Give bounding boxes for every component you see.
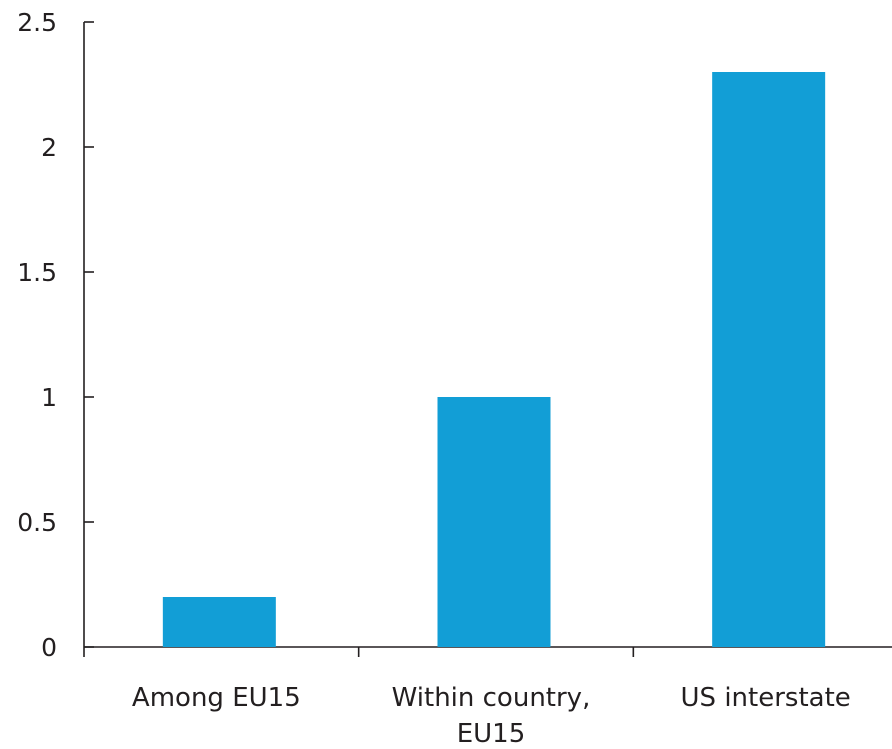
x-axis (84, 646, 892, 657)
y-tick-label: 0 (41, 633, 57, 662)
y-tick-label: 2 (41, 133, 57, 162)
y-tick-label: 1.5 (17, 258, 57, 287)
category-label: Among EU15 (132, 683, 301, 713)
bar (162, 597, 276, 647)
bar (712, 72, 826, 647)
bar (437, 397, 551, 647)
y-tick-label: 0.5 (17, 508, 57, 537)
y-tick-label: 2.5 (17, 8, 57, 37)
category-labels: Among EU15 Within country, EU15 US intersta… (132, 683, 851, 749)
y-tick-label: 1 (41, 383, 57, 412)
bars (162, 72, 826, 647)
category-label: US interstate (681, 683, 851, 713)
y-axis: 0 0.5 1 1.5 2 2.5 (17, 8, 94, 662)
category-label: Within country, EU15 (392, 683, 591, 749)
